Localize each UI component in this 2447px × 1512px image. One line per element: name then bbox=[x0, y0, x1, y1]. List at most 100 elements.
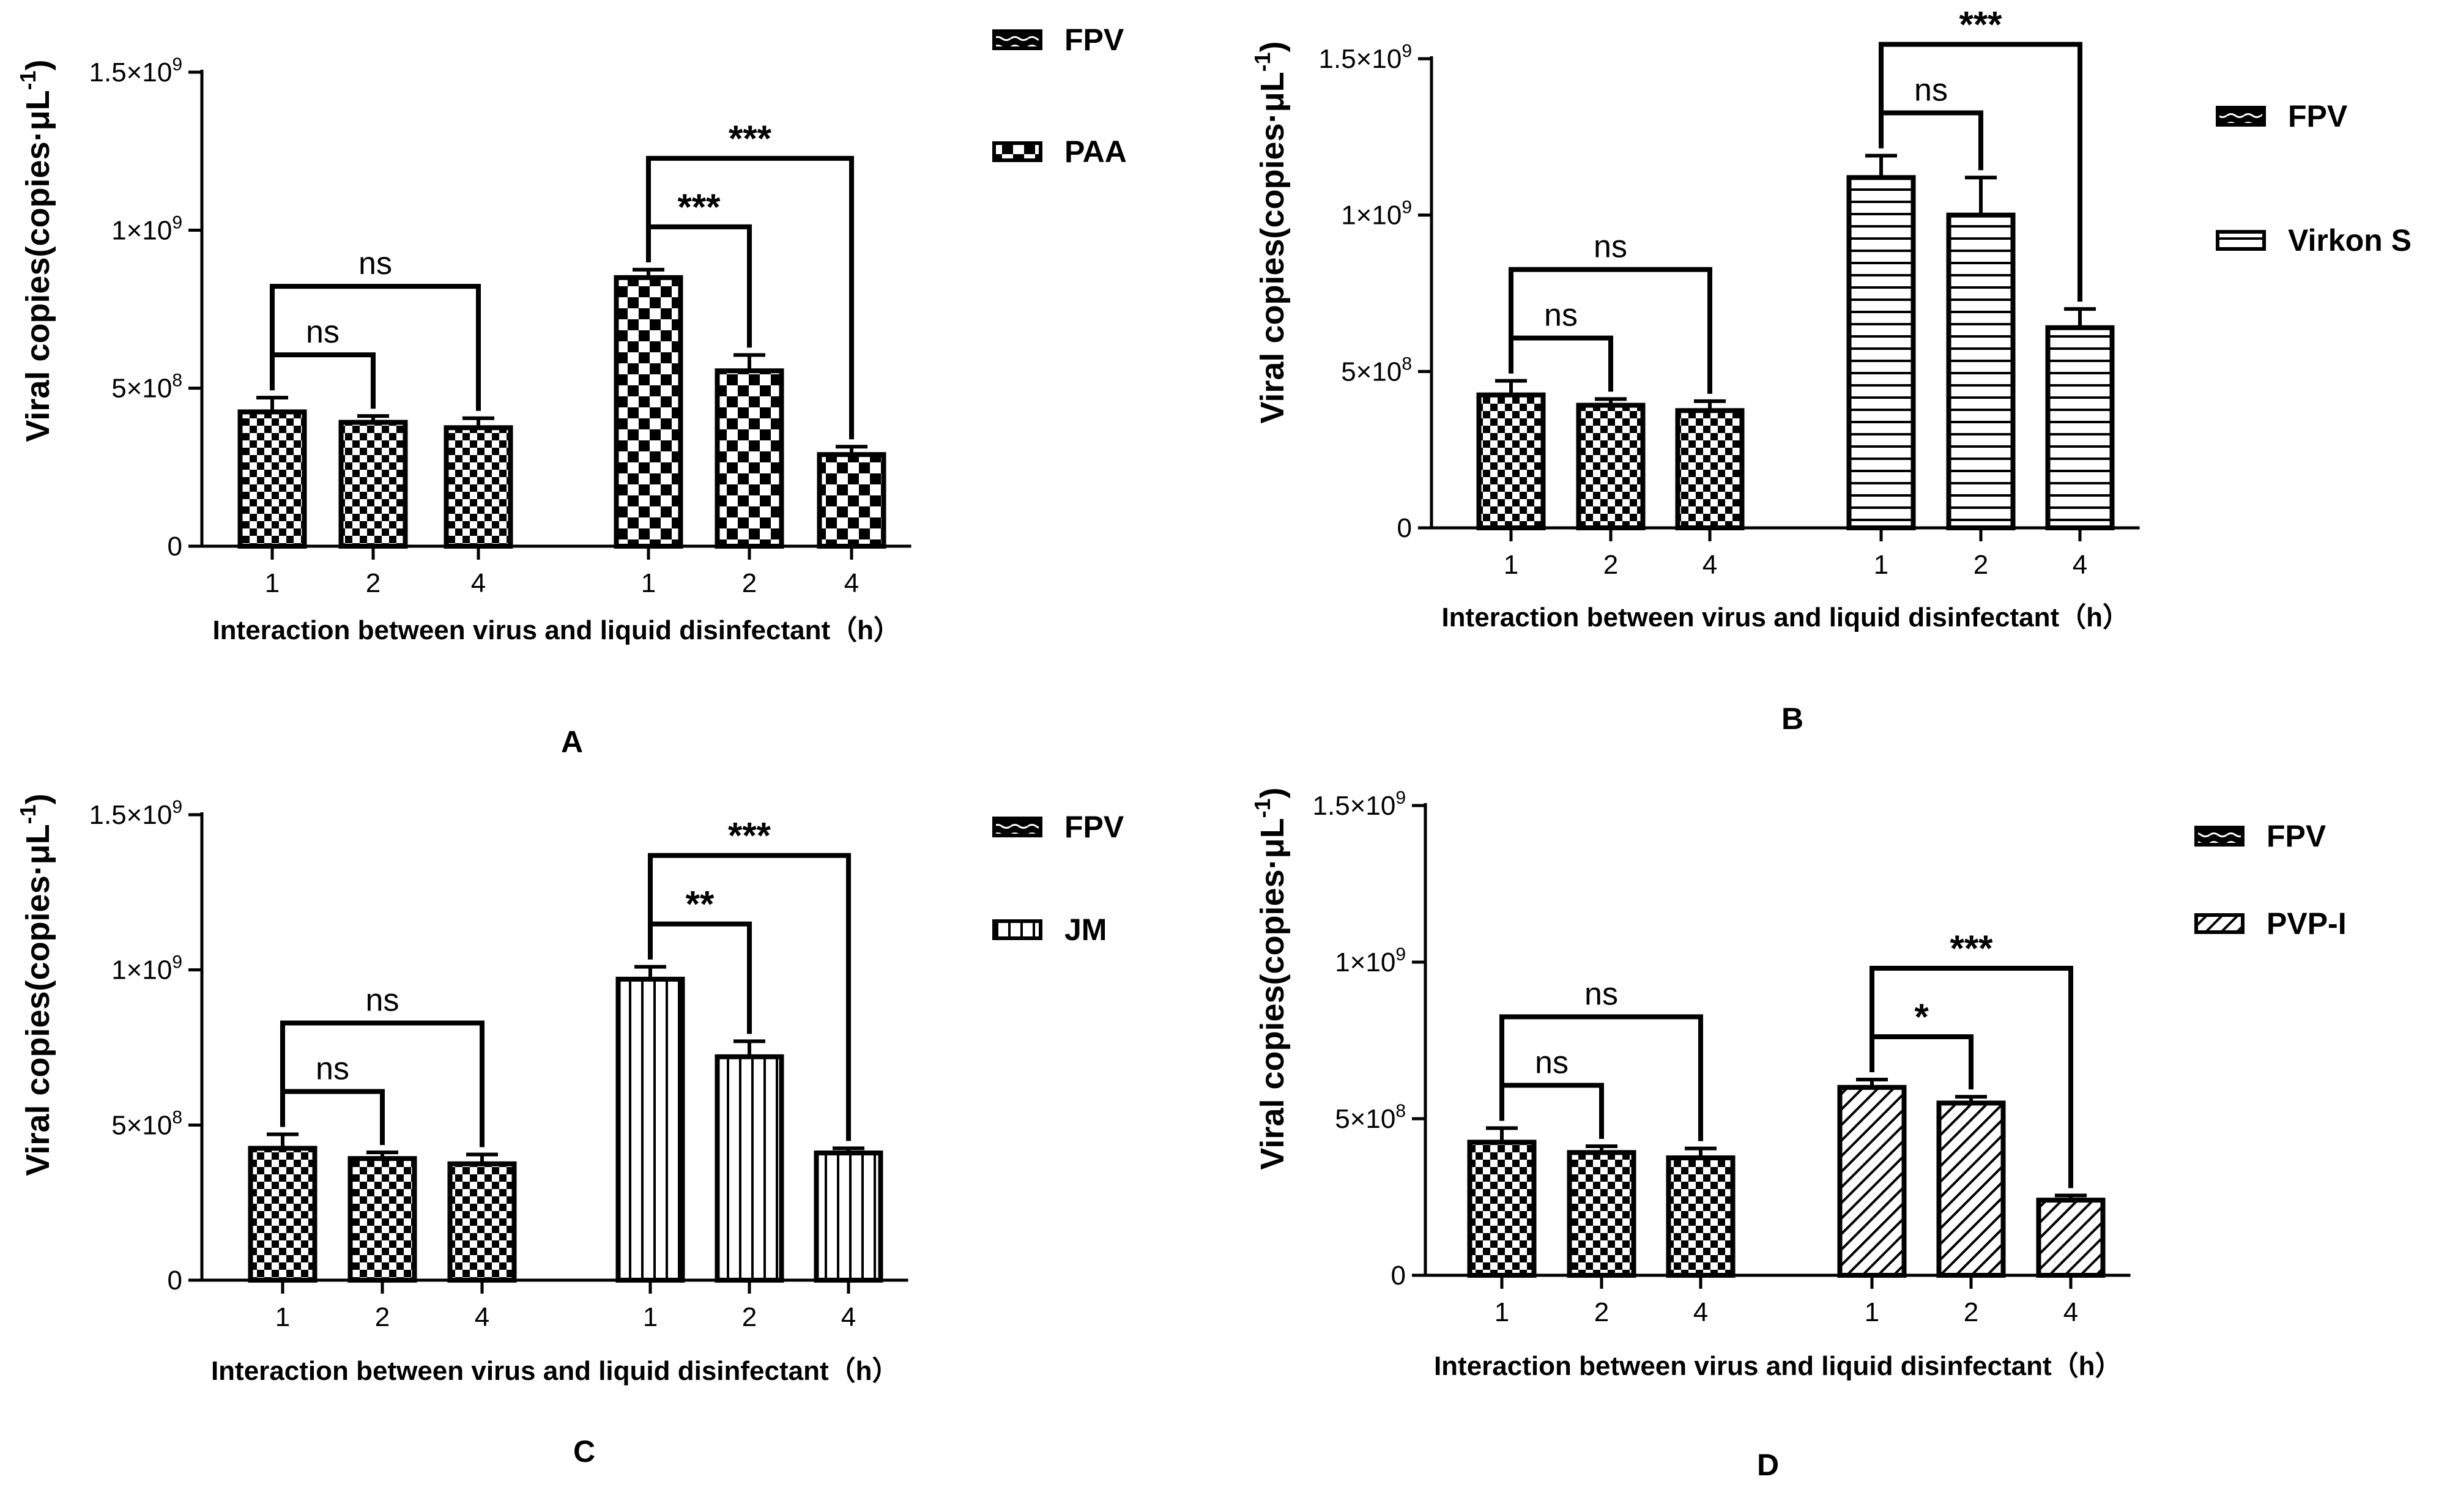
bar-jm-1 bbox=[615, 976, 685, 1283]
significance-label: ns bbox=[1544, 298, 1578, 333]
y-axis-label: Viral copies(copies·μL-1) bbox=[1250, 787, 1291, 1169]
legend-label: JM bbox=[1064, 913, 1107, 947]
significance-bracket bbox=[646, 155, 854, 440]
bar-fpv-1 bbox=[1476, 392, 1546, 531]
y-tick-label: 0 bbox=[168, 1266, 182, 1295]
y-axis-label-text: Viral copies(copies·μL bbox=[20, 824, 56, 1176]
y-axis-label-sup: -1 bbox=[15, 804, 40, 824]
significance-bracket bbox=[270, 352, 376, 409]
legend-label: FPV bbox=[2288, 99, 2348, 133]
legend-label: PVP-I bbox=[2267, 906, 2347, 941]
bar-fpv-2 bbox=[1576, 402, 1646, 530]
bar-fpv-2 bbox=[347, 1156, 417, 1283]
x-tick-label: 4 bbox=[475, 1302, 489, 1332]
y-tick-base: 0 bbox=[1397, 513, 1412, 543]
legend-label: FPV bbox=[2267, 819, 2326, 853]
y-axis-label-close: ) bbox=[1254, 41, 1291, 52]
x-tick-label: 1 bbox=[275, 1302, 290, 1332]
x-tick-label: 1 bbox=[1865, 1297, 1879, 1327]
bar-virkon-s-2 bbox=[1946, 212, 2016, 530]
significance-bracket bbox=[270, 284, 481, 411]
y-tick-label: 5×108 bbox=[1335, 1101, 1406, 1134]
significance-bracket bbox=[648, 853, 851, 1141]
y-tick-exponent: 8 bbox=[1395, 1101, 1406, 1121]
significance-label: * bbox=[1914, 996, 1929, 1037]
significance-bracket bbox=[280, 1020, 485, 1147]
bar-jm-4 bbox=[814, 1150, 883, 1283]
bar-pvp-i-2 bbox=[1936, 1100, 2006, 1278]
x-axis-label: Interaction between virus and liquid dis… bbox=[1434, 1351, 2122, 1381]
y-tick-label: 5×108 bbox=[111, 371, 182, 404]
legend-swatch-fpv bbox=[2194, 826, 2245, 847]
legend-swatch-pvp-i bbox=[2194, 913, 2245, 934]
significance-bracket bbox=[1509, 335, 1613, 392]
y-tick-label: 5×108 bbox=[111, 1107, 182, 1140]
y-tick-exponent: 9 bbox=[1395, 944, 1406, 965]
y-tick-base: 5×10 bbox=[111, 374, 172, 404]
y-axis-label: Viral copies(copies·μL-1) bbox=[15, 59, 56, 442]
y-tick-label: 1×109 bbox=[111, 952, 182, 985]
x-tick-label: 4 bbox=[2073, 550, 2087, 580]
y-tick-base: 0 bbox=[168, 532, 182, 561]
y-tick-label: 0 bbox=[1391, 1261, 1406, 1291]
y-tick-label: 5×108 bbox=[1341, 354, 1412, 387]
legend-label: Virkon S bbox=[2288, 223, 2412, 258]
y-tick-base: 1.5×10 bbox=[89, 57, 173, 87]
y-tick-base: 1.5×10 bbox=[1313, 791, 1396, 821]
y-tick-label: 1×109 bbox=[1341, 198, 1412, 231]
y-tick-base: 1×10 bbox=[111, 955, 172, 985]
y-tick-exponent: 8 bbox=[172, 371, 182, 391]
panel-label: B bbox=[1781, 702, 1803, 736]
legend-swatch-paa bbox=[992, 141, 1042, 162]
significance-label: *** bbox=[677, 187, 721, 228]
legend-label: FPV bbox=[1064, 23, 1124, 57]
x-tick-label: 4 bbox=[2063, 1297, 2078, 1327]
significance-label: *** bbox=[728, 815, 771, 856]
y-axis-label: Viral copies(copies·μL-1) bbox=[1250, 41, 1291, 423]
y-tick-exponent: 9 bbox=[172, 54, 182, 75]
x-tick-label: 2 bbox=[742, 568, 757, 598]
y-tick-exponent: 9 bbox=[1402, 198, 1412, 218]
y-axis-label-text: Viral copies(copies·μL bbox=[1254, 818, 1291, 1169]
x-tick-label: 2 bbox=[1964, 1297, 1978, 1327]
bar-pvp-i-4 bbox=[2036, 1198, 2106, 1278]
x-tick-label: 1 bbox=[643, 1302, 658, 1332]
significance-label: ns bbox=[316, 1051, 349, 1087]
bar-fpv-1 bbox=[248, 1146, 317, 1283]
significance-label: ns bbox=[358, 246, 392, 281]
x-tick-label: 1 bbox=[1495, 1297, 1509, 1327]
y-tick-exponent: 8 bbox=[1402, 354, 1412, 374]
y-tick-label: 0 bbox=[168, 532, 182, 561]
x-tick-label: 1 bbox=[1504, 550, 1518, 580]
y-tick-base: 1×10 bbox=[1335, 947, 1395, 977]
panel-label: D bbox=[1757, 1448, 1779, 1482]
y-tick-base: 5×10 bbox=[1335, 1104, 1395, 1134]
y-tick-label: 1.5×109 bbox=[1313, 788, 1406, 821]
x-axis-label: Interaction between virus and liquid dis… bbox=[212, 615, 900, 645]
y-tick-base: 1.5×10 bbox=[1319, 44, 1402, 74]
x-tick-label: 2 bbox=[1594, 1297, 1609, 1327]
x-tick-label: 1 bbox=[265, 568, 280, 598]
x-tick-label: 1 bbox=[1874, 550, 1888, 580]
bar-paa-1 bbox=[614, 275, 683, 549]
y-tick-base: 1.5×10 bbox=[89, 800, 173, 830]
y-tick-base: 5×10 bbox=[1341, 357, 1402, 387]
bar-fpv-4 bbox=[1675, 408, 1745, 530]
y-tick-label: 1.5×109 bbox=[89, 797, 183, 830]
significance-bracket bbox=[1879, 42, 2082, 302]
bar-fpv-4 bbox=[444, 425, 513, 549]
x-tick-label: 2 bbox=[375, 1302, 390, 1332]
significance-bracket bbox=[1499, 1014, 1703, 1141]
y-tick-base: 0 bbox=[168, 1266, 182, 1295]
significance-label: ns bbox=[1594, 229, 1627, 265]
y-tick-label: 1×109 bbox=[1335, 944, 1406, 977]
y-axis-label-text: Viral copies(copies·μL bbox=[1254, 72, 1291, 423]
significance-label: ns bbox=[306, 314, 340, 350]
x-axis-label: Interaction between virus and liquid dis… bbox=[211, 1356, 899, 1386]
significance-label: ns bbox=[1584, 976, 1618, 1012]
